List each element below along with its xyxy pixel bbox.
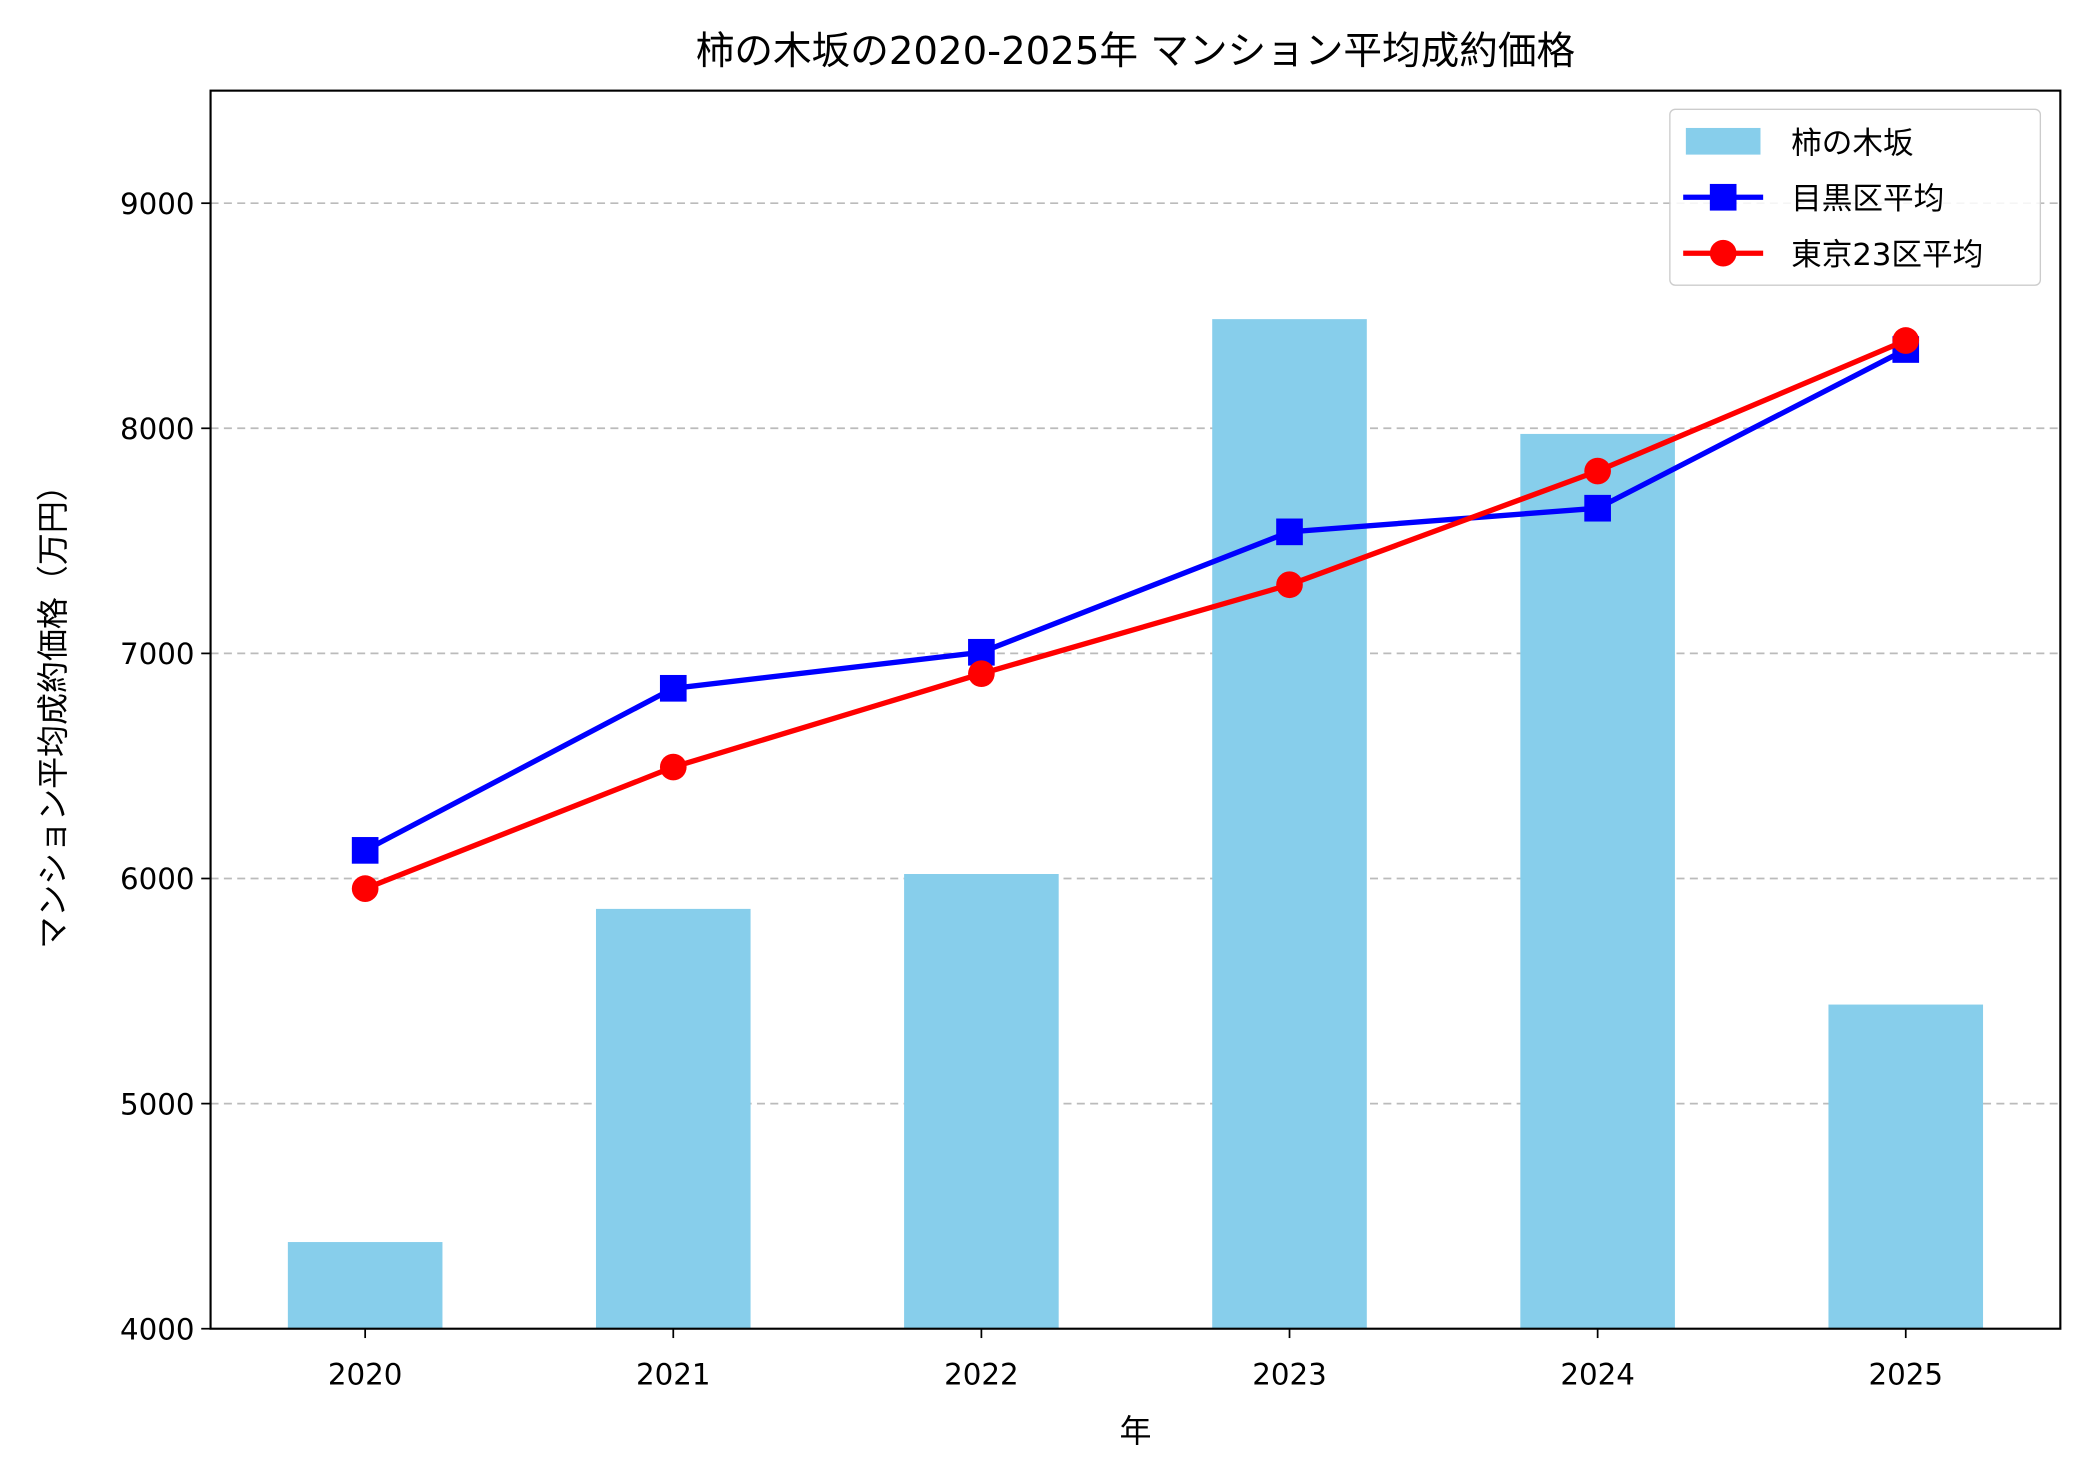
- legend-label: 東京23区平均: [1791, 238, 1983, 273]
- legend-box: [1669, 108, 2042, 286]
- x-tick-label: 2023: [1252, 1358, 1327, 1392]
- x-axis: 2020 2021 2022 2023 2024 2025: [328, 1328, 1943, 1392]
- chart-title: 柿の木坂の2020-2025年 マンション平均成約価格: [696, 29, 1575, 74]
- bar-2023: [1212, 319, 1367, 1329]
- y-tick-label: 5000: [120, 1087, 195, 1121]
- legend-marker-square: [1709, 183, 1737, 211]
- y-tick-label: 6000: [120, 862, 195, 896]
- bar-2024: [1520, 433, 1675, 1329]
- legend-swatch-bar: [1685, 127, 1761, 155]
- legend-marker-circle: [1709, 239, 1737, 267]
- point-square: [659, 674, 687, 702]
- y-axis-label: マンション平均成約価格（万円）: [34, 469, 72, 949]
- bars: [287, 319, 1984, 1329]
- bar-2021: [595, 908, 751, 1329]
- legend-label: 柿の木坂: [1791, 126, 1914, 161]
- x-tick-label: 2020: [328, 1358, 403, 1392]
- legend-label: 目黒区平均: [1791, 182, 1944, 217]
- point-circle: [1584, 457, 1611, 485]
- x-tick-label: 2022: [944, 1358, 1019, 1392]
- x-tick-label: 2025: [1868, 1358, 1943, 1392]
- lines: [351, 327, 1920, 902]
- bar-2022: [904, 874, 1059, 1329]
- y-tick-label: 7000: [120, 637, 195, 671]
- bar-2020: [287, 1242, 443, 1329]
- point-square: [1276, 518, 1303, 546]
- plot-frame: [209, 89, 2062, 1330]
- x-tick-label: 2024: [1560, 1358, 1635, 1392]
- x-axis-label: 年: [1119, 1412, 1151, 1450]
- point-circle: [1276, 571, 1303, 599]
- y-tick-label: 9000: [120, 187, 195, 221]
- bar-2025: [1828, 1004, 1984, 1329]
- grid: [210, 202, 2061, 1105]
- series-line: [363, 347, 1907, 853]
- point-circle: [968, 660, 995, 687]
- y-axis: 4000 5000 6000 7000 8000 9000: [120, 187, 211, 1346]
- series-line: [364, 338, 1907, 892]
- y-tick-label: 4000: [120, 1312, 195, 1346]
- point-circle: [351, 875, 379, 902]
- point-circle: [659, 753, 687, 781]
- x-tick-label: 2021: [636, 1358, 711, 1392]
- point-square: [1584, 494, 1611, 522]
- point-square: [351, 837, 379, 864]
- y-tick-label: 8000: [120, 412, 195, 446]
- point-circle: [1892, 327, 1920, 354]
